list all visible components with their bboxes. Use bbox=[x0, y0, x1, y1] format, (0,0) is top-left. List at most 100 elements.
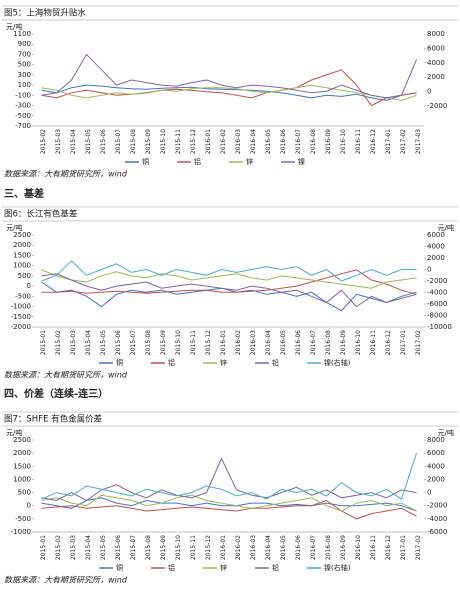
series-line bbox=[41, 457, 417, 502]
y2-tick-label: -8000 bbox=[427, 312, 447, 320]
legend-label: 铝 bbox=[168, 563, 175, 572]
x-tick-label: 2015-07 bbox=[130, 535, 137, 560]
source-note: 数据来源：大有期货研究所，wind bbox=[4, 576, 128, 585]
x-tick-label: 2016-12 bbox=[370, 129, 377, 154]
x-tick-label: 2017-02 bbox=[400, 129, 407, 154]
y-tick-label: 0 bbox=[27, 282, 31, 290]
legend-label: 锌 bbox=[220, 358, 227, 367]
series-line bbox=[41, 69, 417, 107]
y2-tick-label: 6000 bbox=[427, 44, 445, 52]
x-tick-label: 2015-01 bbox=[40, 330, 47, 355]
y-tick-label: -1500 bbox=[11, 313, 31, 321]
x-tick-label: 2016-10 bbox=[355, 535, 362, 560]
y-tick-label: 1500 bbox=[13, 251, 31, 259]
y2-tick-label: -10000 bbox=[427, 323, 452, 331]
x-tick-label: 2016-05 bbox=[280, 535, 287, 560]
x-tick-label: 2015-02 bbox=[55, 330, 62, 355]
x-tick-label: 2015-06 bbox=[115, 330, 122, 355]
series-line bbox=[41, 53, 417, 99]
x-tick-label: 2016-01 bbox=[220, 535, 227, 560]
x-tick-label: 2016-06 bbox=[280, 129, 287, 154]
y-tick-label: 1100 bbox=[13, 30, 31, 38]
legend-label: 铝 bbox=[194, 157, 201, 166]
x-tick-label: 2016-10 bbox=[340, 129, 347, 154]
legend-label: 铅 bbox=[272, 563, 279, 572]
x-tick-label: 2016-08 bbox=[325, 535, 332, 560]
series-line bbox=[41, 281, 417, 312]
y-tick-label: -2000 bbox=[11, 323, 31, 331]
chart-title: 图6：长江有色基差 bbox=[4, 209, 77, 220]
x-tick-label: 2015-05 bbox=[100, 535, 107, 560]
x-tick-label: 2015-02 bbox=[55, 535, 62, 560]
y2-tick-label: -2000 bbox=[427, 102, 447, 110]
x-tick-label: 2016-11 bbox=[370, 535, 377, 560]
y-tick-label: -1000 bbox=[11, 528, 31, 536]
x-tick-label: 2016-04 bbox=[265, 330, 272, 355]
x-tick-label: 2017-02 bbox=[415, 535, 422, 560]
x-tick-label: 2015-02 bbox=[40, 129, 47, 154]
x-tick-label: 2017-02 bbox=[415, 330, 422, 355]
x-tick-label: 2015-04 bbox=[85, 330, 92, 355]
y-tick-label: 700 bbox=[18, 50, 31, 58]
x-tick-label: 2016-09 bbox=[325, 129, 332, 154]
y2-tick-label: 4000 bbox=[427, 59, 445, 67]
legend-label: 锌 bbox=[246, 157, 253, 166]
y-tick-label: -500 bbox=[15, 292, 31, 300]
x-tick-label: 2015-12 bbox=[205, 330, 212, 355]
x-tick-label: 2015-08 bbox=[145, 330, 152, 355]
y2-tick-label: -2000 bbox=[427, 502, 447, 510]
x-tick-label: 2015-07 bbox=[130, 330, 137, 355]
legend-label: 镍(右轴) bbox=[324, 563, 351, 572]
y-tick-label: 900 bbox=[18, 40, 31, 48]
section-heading: 三、基差 bbox=[4, 187, 44, 200]
legend-label: 铝 bbox=[168, 358, 175, 367]
series-line bbox=[41, 84, 417, 101]
y-tick-label: 100 bbox=[18, 81, 31, 89]
x-tick-label: 2016-08 bbox=[325, 330, 332, 355]
x-tick-label: 2015-05 bbox=[85, 129, 92, 154]
x-tick-label: 2015-05 bbox=[100, 330, 107, 355]
x-tick-label: 2015-03 bbox=[70, 330, 77, 355]
y2-tick-label: -6000 bbox=[427, 300, 447, 308]
x-tick-label: 2016-11 bbox=[355, 129, 362, 154]
x-tick-label: 2015-06 bbox=[115, 535, 122, 560]
x-tick-label: 2016-02 bbox=[235, 330, 242, 355]
x-tick-label: 2016-03 bbox=[250, 330, 257, 355]
y2-axis-label: 元/吨 bbox=[438, 223, 454, 232]
y-tick-label: -500 bbox=[15, 112, 31, 120]
series-line bbox=[41, 84, 417, 101]
y-axis-label: 元/吨 bbox=[6, 428, 22, 437]
x-tick-label: 2015-08 bbox=[130, 129, 137, 154]
y2-tick-label: 8000 bbox=[427, 30, 445, 38]
section-heading: 四、价差（连续-连三） bbox=[4, 387, 108, 400]
y-tick-label: -700 bbox=[15, 122, 31, 130]
x-tick-label: 2016-09 bbox=[340, 535, 347, 560]
x-tick-label: 2017-03 bbox=[415, 129, 422, 154]
x-tick-label: 2016-12 bbox=[385, 535, 392, 560]
x-tick-label: 2015-01 bbox=[40, 535, 47, 560]
x-tick-label: 2016-10 bbox=[355, 330, 362, 355]
x-tick-label: 2015-07 bbox=[115, 129, 122, 154]
x-tick-label: 2016-07 bbox=[295, 129, 302, 154]
x-tick-label: 2015-11 bbox=[175, 129, 182, 154]
y2-tick-label: -4000 bbox=[427, 515, 447, 523]
x-tick-label: 2016-11 bbox=[370, 330, 377, 355]
x-tick-label: 2015-10 bbox=[175, 535, 182, 560]
x-tick-label: 2015-04 bbox=[70, 129, 77, 154]
x-tick-label: 2016-05 bbox=[280, 330, 287, 355]
x-tick-label: 2016-01 bbox=[205, 129, 212, 154]
y-tick-label: -500 bbox=[15, 515, 31, 523]
series-line bbox=[41, 452, 417, 500]
series-line bbox=[41, 499, 417, 520]
source-note: 数据来源：大有期货研究所，wind bbox=[4, 170, 128, 179]
x-tick-label: 2015-09 bbox=[160, 330, 167, 355]
legend-label: 铜 bbox=[116, 563, 123, 572]
y-tick-label: 2000 bbox=[13, 449, 31, 457]
x-tick-label: 2016-02 bbox=[235, 535, 242, 560]
x-tick-label: 2015-12 bbox=[205, 535, 212, 560]
x-tick-label: 2016-01 bbox=[220, 330, 227, 355]
x-tick-label: 2015-10 bbox=[160, 129, 167, 154]
x-tick-label: 2016-05 bbox=[265, 129, 272, 154]
y2-tick-label: 4000 bbox=[427, 462, 445, 470]
